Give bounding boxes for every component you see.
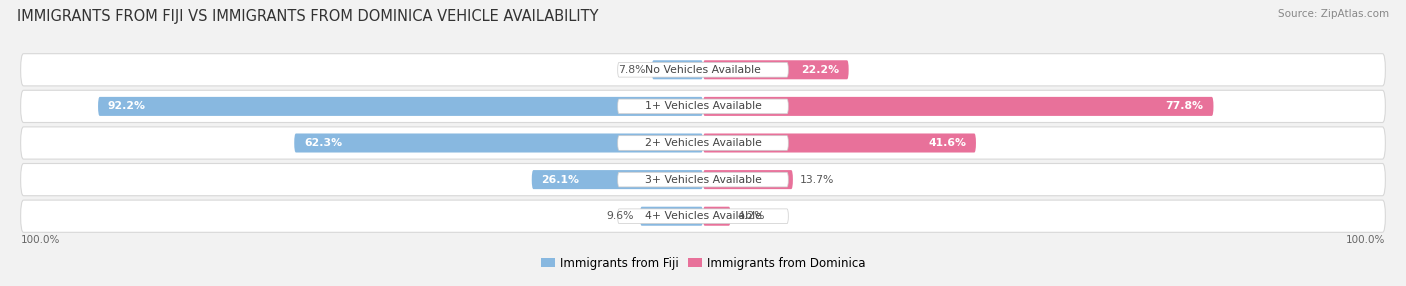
FancyBboxPatch shape: [21, 164, 1385, 196]
FancyBboxPatch shape: [703, 207, 731, 226]
FancyBboxPatch shape: [617, 209, 789, 224]
Text: 100.0%: 100.0%: [21, 235, 60, 245]
Text: 4+ Vehicles Available: 4+ Vehicles Available: [644, 211, 762, 221]
FancyBboxPatch shape: [21, 54, 1385, 86]
Text: IMMIGRANTS FROM FIJI VS IMMIGRANTS FROM DOMINICA VEHICLE AVAILABILITY: IMMIGRANTS FROM FIJI VS IMMIGRANTS FROM …: [17, 9, 599, 23]
FancyBboxPatch shape: [98, 97, 703, 116]
Text: Source: ZipAtlas.com: Source: ZipAtlas.com: [1278, 9, 1389, 19]
Text: 62.3%: 62.3%: [304, 138, 342, 148]
FancyBboxPatch shape: [703, 60, 849, 79]
Text: 41.6%: 41.6%: [928, 138, 966, 148]
Text: 92.2%: 92.2%: [108, 102, 146, 111]
FancyBboxPatch shape: [703, 97, 1213, 116]
Text: 100.0%: 100.0%: [1346, 235, 1385, 245]
Text: 3+ Vehicles Available: 3+ Vehicles Available: [644, 175, 762, 184]
FancyBboxPatch shape: [617, 99, 789, 114]
FancyBboxPatch shape: [617, 172, 789, 187]
Text: No Vehicles Available: No Vehicles Available: [645, 65, 761, 75]
FancyBboxPatch shape: [703, 134, 976, 152]
FancyBboxPatch shape: [21, 200, 1385, 232]
Text: 9.6%: 9.6%: [606, 211, 634, 221]
Text: 22.2%: 22.2%: [800, 65, 839, 75]
FancyBboxPatch shape: [617, 136, 789, 150]
FancyBboxPatch shape: [640, 207, 703, 226]
FancyBboxPatch shape: [294, 134, 703, 152]
FancyBboxPatch shape: [703, 170, 793, 189]
Text: 2+ Vehicles Available: 2+ Vehicles Available: [644, 138, 762, 148]
Text: 77.8%: 77.8%: [1166, 102, 1204, 111]
FancyBboxPatch shape: [531, 170, 703, 189]
Text: 13.7%: 13.7%: [800, 175, 834, 184]
FancyBboxPatch shape: [652, 60, 703, 79]
FancyBboxPatch shape: [617, 62, 789, 77]
Text: 26.1%: 26.1%: [541, 175, 579, 184]
Text: 4.2%: 4.2%: [737, 211, 765, 221]
Text: 1+ Vehicles Available: 1+ Vehicles Available: [644, 102, 762, 111]
Text: 7.8%: 7.8%: [617, 65, 645, 75]
FancyBboxPatch shape: [21, 127, 1385, 159]
Legend: Immigrants from Fiji, Immigrants from Dominica: Immigrants from Fiji, Immigrants from Do…: [536, 252, 870, 274]
FancyBboxPatch shape: [21, 90, 1385, 122]
